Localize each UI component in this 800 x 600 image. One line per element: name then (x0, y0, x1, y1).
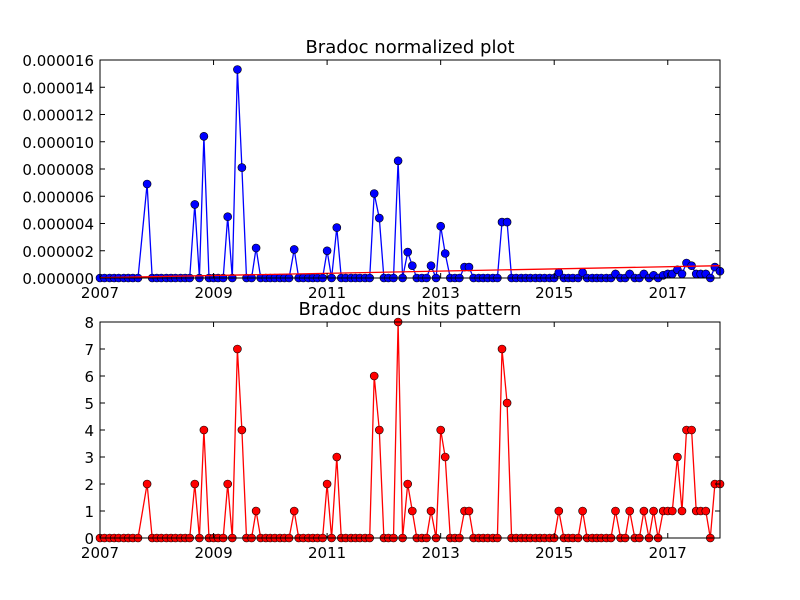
x-tick-label: 2017 (649, 284, 687, 302)
data-point (233, 344, 242, 354)
data-point (251, 506, 261, 516)
plot-frame (99, 59, 721, 279)
y-tick-label: 5 (84, 395, 94, 413)
y-tick-label: 0.000014 (22, 79, 94, 97)
y-tick-label: 2 (84, 476, 94, 494)
data-point (426, 506, 436, 516)
data-point (374, 425, 384, 435)
data-point (440, 452, 450, 462)
y-tick-label: 8 (84, 314, 94, 332)
data-point (199, 132, 209, 141)
y-tick-label: 0.000016 (22, 52, 94, 70)
data-point (502, 217, 512, 227)
data-point (497, 344, 507, 354)
data-point (190, 200, 200, 209)
data-point (440, 249, 450, 258)
y-tick-label: 4 (84, 422, 94, 440)
x-tick-label: 2011 (308, 544, 346, 562)
data-point (436, 221, 446, 231)
x-tick-label: 2015 (535, 544, 573, 562)
data-point (649, 506, 658, 516)
data-point (374, 213, 384, 223)
x-tick-label: 2011 (308, 284, 346, 302)
data-point (393, 156, 403, 166)
data-point (289, 245, 299, 254)
tick-layer: 2007 2009 2011 2013 2015 2017 0.000000 0.000002… (22, 52, 720, 302)
x-tick-label: 2007 (81, 544, 119, 562)
x-tick-label: 2017 (649, 544, 687, 562)
data-point (426, 261, 436, 271)
y-tick-label: 0.000012 (22, 107, 94, 125)
y-tick-label: 0.000000 (22, 270, 94, 288)
data-point (223, 479, 232, 489)
data-point (237, 163, 247, 172)
data-point (436, 425, 446, 435)
data-point (625, 506, 635, 516)
x-tick-label: 2015 (535, 284, 573, 302)
data-point (322, 479, 332, 489)
series-line (99, 265, 721, 279)
y-tick-label: 1 (84, 503, 94, 521)
data-point (407, 261, 417, 271)
x-tick-label: 2013 (422, 284, 460, 302)
data-point (701, 506, 711, 516)
x-tick-label: 2007 (81, 284, 119, 302)
data-point (403, 479, 413, 489)
data-point (369, 189, 379, 198)
data-point (464, 506, 474, 516)
y-tick-label: 0.000010 (22, 134, 94, 152)
x-tick-label: 2009 (194, 544, 232, 562)
y-tick-label: 0.000008 (22, 161, 94, 179)
data-point (369, 371, 379, 381)
data-point (322, 246, 332, 256)
x-tick-label: 2009 (194, 284, 232, 302)
y-tick-label: 7 (84, 341, 94, 359)
data-point (677, 269, 687, 279)
y-tick-label: 6 (84, 368, 94, 386)
chart-title: Bradoc duns hits pattern (299, 299, 522, 320)
data-point (142, 179, 152, 189)
data-point (142, 479, 152, 489)
data-point (251, 243, 261, 253)
data-point (403, 247, 413, 257)
chart-normalized: Bradoc normalized plot 2007 2009 2011 2013 2… (22, 37, 725, 302)
data-point (639, 506, 649, 516)
tick-layer: 2007 2009 2011 2013 2015 2017 0 1 2 3 4 5 6 7 8 (81, 314, 720, 562)
data-point (332, 223, 342, 232)
y-tick-label: 3 (84, 449, 94, 467)
data-point (677, 506, 687, 516)
data-point (407, 506, 417, 516)
data-point (554, 506, 564, 516)
y-tick-label: 0 (84, 530, 94, 548)
plot-frame (99, 321, 721, 539)
data-point (237, 425, 247, 435)
data-point (673, 452, 682, 462)
data-point (199, 425, 209, 435)
data-point (502, 398, 512, 408)
chart-title: Bradoc normalized plot (305, 37, 514, 58)
data-point (233, 65, 242, 74)
data-point (223, 212, 232, 221)
data-point (687, 425, 696, 435)
data-point (289, 506, 299, 516)
data-point (667, 506, 677, 516)
y-tick-label: 0.000006 (22, 188, 94, 206)
chart-duns-hits: Bradoc duns hits pattern 2007 2009 2011 201… (81, 299, 725, 562)
x-tick-label: 2013 (422, 544, 460, 562)
data-point (611, 506, 620, 516)
y-tick-label: 0.000004 (22, 216, 94, 234)
data-point (332, 452, 342, 462)
data-point (190, 479, 200, 489)
data-point (578, 506, 587, 516)
y-tick-label: 0.000002 (22, 243, 94, 261)
